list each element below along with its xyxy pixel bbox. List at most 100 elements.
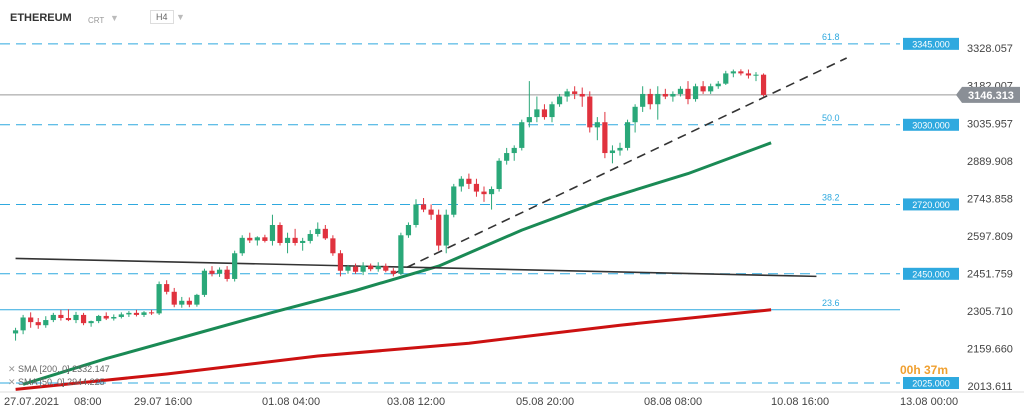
candle-body — [73, 314, 79, 321]
candle-body — [12, 330, 19, 334]
candle-body — [269, 224, 276, 241]
y-tick-label: 2013.611 — [967, 381, 1012, 393]
y-tick-label: 2451.759 — [967, 268, 1013, 280]
candle-body — [65, 318, 72, 321]
candle-body — [436, 214, 442, 246]
candle-body — [118, 314, 124, 317]
candle-body — [126, 312, 132, 315]
candle-body — [179, 300, 185, 305]
candle-body — [708, 86, 714, 92]
candle-body — [700, 86, 706, 92]
candle-body — [277, 224, 283, 243]
candle-body — [111, 316, 117, 319]
chevron-down-icon[interactable]: ▼ — [110, 13, 119, 23]
candle-body — [662, 93, 668, 97]
candle-body — [284, 237, 291, 243]
candle-body — [564, 91, 570, 97]
candle-body — [88, 321, 94, 324]
instrument-type-label: CRT — [88, 16, 105, 25]
candle-body — [753, 74, 759, 76]
current-price-tag — [956, 86, 1020, 103]
level-price-tag-text: 2720.000 — [912, 200, 950, 210]
y-tick-label: 3035.957 — [967, 118, 1013, 130]
candle-body — [760, 74, 767, 95]
candle-timer: 00h 37m — [900, 363, 949, 377]
sma200-line — [15, 308, 772, 391]
candle-body — [390, 270, 396, 274]
candle-body — [556, 96, 563, 105]
candle-body — [300, 240, 306, 243]
candle-body — [80, 314, 87, 324]
candle-body — [292, 237, 298, 243]
candle-body — [141, 312, 147, 315]
candle-body — [647, 93, 653, 105]
candle-body — [738, 71, 744, 74]
candle-body — [360, 265, 366, 272]
sma50-legend-text: SMA [50, 0] 2944.225 — [18, 377, 105, 387]
timeframe-selector[interactable]: H4 — [150, 10, 174, 24]
current-price-label: 3146.313 — [968, 90, 1014, 102]
close-icon[interactable]: ✕ — [8, 377, 19, 387]
candle-body — [58, 314, 64, 319]
y-tick-label: 2889.908 — [967, 156, 1013, 168]
fib-ratio-label: 38.2 — [822, 192, 840, 202]
chevron-down-icon[interactable]: ▼ — [176, 12, 185, 22]
candle-body — [481, 191, 487, 195]
x-tick-label: 29.07 16:00 — [134, 396, 192, 408]
candle-body — [209, 270, 215, 274]
candle-body — [247, 237, 253, 241]
candle-body — [420, 204, 427, 210]
candle-body — [632, 106, 638, 123]
candle-body — [322, 228, 328, 239]
candle-body — [609, 150, 616, 154]
legend-sma50[interactable]: ✕ SMA [50, 0] 2944.225 — [8, 377, 105, 388]
level-price-tag-text: 3345.000 — [912, 39, 950, 49]
candle-body — [526, 117, 532, 123]
level-price-tag — [903, 118, 959, 131]
candle-body — [579, 93, 585, 97]
y-tick-label: 2743.858 — [967, 193, 1013, 205]
candle-body — [723, 73, 729, 84]
candle-body — [488, 189, 495, 195]
candle-body — [451, 186, 457, 215]
candle-body — [519, 122, 525, 148]
candle-body — [201, 270, 208, 295]
candle-body — [194, 294, 200, 305]
candle-body — [572, 91, 578, 94]
close-icon[interactable]: ✕ — [8, 364, 19, 374]
candle-body — [640, 93, 646, 107]
level-price-tag-text: 2450.000 — [912, 269, 950, 279]
candle-body — [307, 233, 313, 241]
fib-ratio-label: 50.0 — [822, 113, 840, 123]
candle-body — [224, 269, 230, 279]
y-tick-label: 2305.710 — [967, 306, 1013, 318]
candle-body — [428, 209, 434, 215]
candle-body — [587, 96, 593, 128]
x-tick-label: 08.08 08:00 — [644, 396, 702, 408]
candle-body — [216, 269, 223, 274]
candle-body — [133, 312, 140, 315]
legend-sma200[interactable]: ✕ SMA [200, 0] 2332.147 — [8, 364, 110, 375]
candle-body — [50, 314, 56, 321]
x-tick-label: 08:00 — [74, 396, 102, 408]
level-price-tag-text: 3030.000 — [912, 120, 950, 130]
candle-body — [164, 284, 170, 292]
candle-body — [405, 224, 412, 236]
level-price-tag — [903, 377, 959, 390]
trend-line — [392, 57, 848, 275]
candle-body — [534, 109, 540, 118]
candle-body — [594, 122, 600, 128]
candle-body — [171, 291, 177, 305]
candle-body — [511, 147, 517, 154]
candle-body — [375, 266, 381, 270]
candle-body — [655, 93, 661, 105]
candle-body — [330, 238, 336, 254]
fib-ratio-label: 61.8 — [822, 32, 840, 42]
candle-body — [148, 312, 155, 314]
candle-body — [96, 315, 102, 322]
level-price-tag — [903, 267, 959, 280]
x-tick-label: 13.08 00:00 — [900, 396, 958, 408]
symbol-title[interactable]: ETHEREUM — [10, 12, 72, 24]
candle-body — [262, 237, 268, 241]
